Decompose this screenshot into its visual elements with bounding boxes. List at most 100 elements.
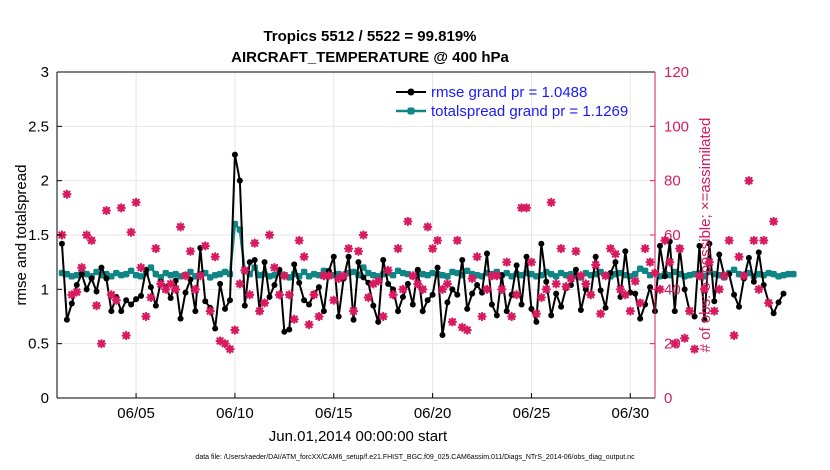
rmse-point bbox=[78, 271, 85, 278]
obs-point bbox=[536, 292, 546, 303]
rmse-point bbox=[128, 301, 135, 308]
obs-point bbox=[724, 235, 734, 246]
obs-point bbox=[625, 306, 635, 316]
obs-point bbox=[141, 311, 151, 322]
obs-point bbox=[452, 235, 462, 246]
rmse-point bbox=[103, 275, 110, 282]
obs-point bbox=[680, 333, 690, 343]
spread-point bbox=[68, 273, 76, 280]
rmse-point bbox=[380, 256, 387, 263]
rmse-point bbox=[315, 284, 322, 291]
obs-point bbox=[77, 263, 87, 273]
obs-point bbox=[166, 279, 176, 289]
obs-point bbox=[512, 290, 522, 300]
obs-point bbox=[230, 325, 240, 335]
rmse-point bbox=[370, 302, 377, 309]
rmse-point bbox=[212, 325, 219, 332]
rmse-point bbox=[572, 266, 579, 273]
rmse-point bbox=[602, 304, 609, 311]
rmse-point bbox=[493, 312, 500, 319]
rmse-point bbox=[345, 253, 352, 260]
obs-point bbox=[82, 230, 92, 240]
rmse-point bbox=[548, 312, 555, 319]
rmse-point bbox=[123, 297, 130, 304]
rmse-point bbox=[731, 291, 738, 298]
obs-point bbox=[116, 203, 126, 213]
x-tick-label: 06/10 bbox=[216, 405, 254, 422]
rmse-point bbox=[736, 303, 743, 310]
rmse-point bbox=[770, 310, 777, 317]
spread-point bbox=[73, 272, 80, 279]
spread-point bbox=[429, 269, 436, 277]
spread-point bbox=[118, 272, 125, 279]
rmse-point bbox=[755, 249, 762, 256]
rmse-point bbox=[637, 315, 644, 322]
obs-point bbox=[358, 230, 369, 240]
rmse-point bbox=[691, 313, 698, 320]
obs-point bbox=[729, 330, 739, 341]
obs-point bbox=[171, 284, 181, 294]
spread-point bbox=[216, 270, 224, 278]
spread-point bbox=[449, 268, 456, 276]
rmse-point bbox=[503, 308, 510, 315]
rmse-point bbox=[671, 308, 678, 315]
rmse-point bbox=[607, 270, 614, 277]
spread-point bbox=[473, 272, 481, 279]
rmse-point bbox=[464, 305, 471, 312]
obs-point bbox=[645, 257, 655, 267]
obs-point bbox=[403, 216, 413, 227]
rmse-point bbox=[335, 313, 342, 320]
obs-point bbox=[566, 273, 576, 284]
x-axis-label: Jun.01,2014 00:00:00 start bbox=[269, 428, 448, 445]
obs-point bbox=[684, 306, 695, 316]
obs-point bbox=[576, 271, 586, 281]
spread-point bbox=[370, 272, 377, 279]
rmse-point bbox=[543, 278, 550, 285]
rmse-point bbox=[577, 306, 584, 313]
rmse-point bbox=[454, 291, 461, 298]
rmse-point bbox=[217, 280, 224, 287]
obs-point bbox=[551, 279, 561, 289]
x-tick-label: 06/25 bbox=[513, 405, 551, 422]
obs-point bbox=[630, 276, 640, 286]
rmse-point bbox=[488, 301, 495, 308]
spread-point bbox=[132, 272, 140, 279]
obs-point bbox=[255, 306, 265, 316]
spread-point bbox=[162, 269, 169, 277]
spread-point bbox=[775, 273, 782, 280]
chart-subtitle: AIRCRAFT_TEMPERATURE @ 400 hPa bbox=[231, 49, 509, 66]
obs-point bbox=[447, 317, 457, 327]
rmse-point bbox=[780, 290, 787, 297]
rmse-point bbox=[147, 284, 154, 291]
rmse-series bbox=[58, 151, 787, 338]
rmse-point bbox=[414, 266, 421, 273]
obs-point bbox=[245, 290, 255, 300]
obs-point bbox=[502, 257, 512, 267]
obs-point bbox=[250, 238, 260, 248]
chart-title: Tropics 5512 / 5522 = 99.819% bbox=[263, 28, 476, 45]
rmse-point bbox=[291, 261, 298, 268]
legend-rmse-marker bbox=[407, 88, 415, 96]
rmse-point bbox=[241, 302, 248, 309]
rmse-point bbox=[612, 259, 619, 266]
spread-point bbox=[790, 270, 797, 278]
rmse-point bbox=[513, 262, 520, 269]
rmse-point bbox=[355, 259, 362, 266]
y2-tick-label: 100 bbox=[664, 118, 689, 135]
rmse-point bbox=[385, 280, 392, 287]
y2-tick-label: 60 bbox=[664, 227, 681, 244]
obs-point bbox=[398, 284, 408, 294]
obs-point bbox=[200, 241, 210, 251]
rmse-point bbox=[479, 289, 486, 296]
obs-point bbox=[106, 290, 116, 300]
obs-point bbox=[749, 235, 759, 246]
rmse-point bbox=[286, 326, 293, 333]
obs-point bbox=[482, 284, 492, 294]
obs-point bbox=[497, 284, 507, 294]
rmse-point bbox=[93, 288, 100, 295]
obs-point bbox=[689, 344, 700, 354]
spread-point bbox=[211, 272, 219, 279]
spread-point bbox=[122, 270, 130, 278]
obs-point bbox=[373, 276, 383, 286]
